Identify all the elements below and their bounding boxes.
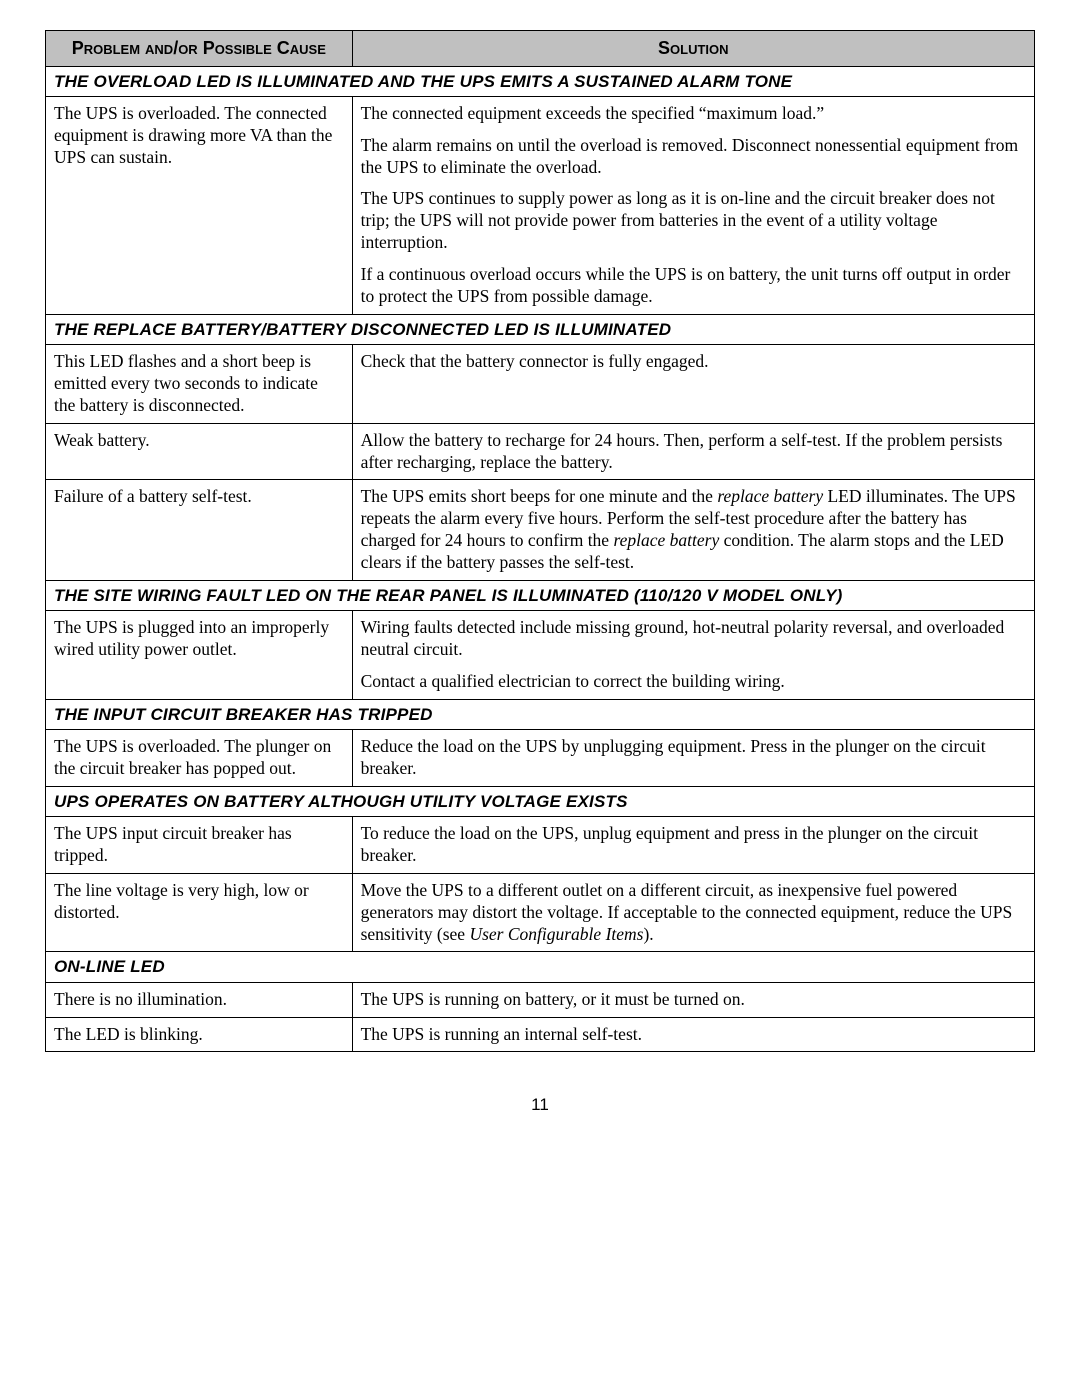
column-header-problem: Problem and/or Possible Cause: [46, 31, 353, 67]
table-row: The UPS is overloaded. The connected equ…: [46, 96, 1035, 314]
table-row: The LED is blinking.The UPS is running a…: [46, 1017, 1035, 1052]
table-row: This LED flashes and a short beep is emi…: [46, 345, 1035, 424]
problem-cell: There is no illumination.: [46, 982, 353, 1017]
page-number: 11: [45, 1094, 1035, 1115]
problem-cell: The UPS is overloaded. The plunger on th…: [46, 730, 353, 787]
solution-cell: The connected equipment exceeds the spec…: [352, 96, 1034, 314]
section-header: ON-LINE LED: [46, 952, 1035, 982]
solution-cell: The UPS is running on battery, or it mus…: [352, 982, 1034, 1017]
section-header: THE REPLACE BATTERY/BATTERY DISCONNECTED…: [46, 314, 1035, 344]
section-header: THE INPUT CIRCUIT BREAKER HAS TRIPPED: [46, 699, 1035, 729]
problem-cell: The UPS is overloaded. The connected equ…: [46, 96, 353, 314]
problem-cell: Failure of a battery self-test.: [46, 480, 353, 581]
table-row: The UPS input circuit breaker has trippe…: [46, 817, 1035, 874]
table-row: Weak battery.Allow the battery to rechar…: [46, 423, 1035, 480]
problem-cell: Weak battery.: [46, 423, 353, 480]
column-header-solution: Solution: [352, 31, 1034, 67]
table-row: Failure of a battery self-test.The UPS e…: [46, 480, 1035, 581]
solution-cell: Reduce the load on the UPS by unplugging…: [352, 730, 1034, 787]
troubleshooting-table: Problem and/or Possible Cause Solution T…: [45, 30, 1035, 1052]
table-row: The UPS is plugged into an improperly wi…: [46, 611, 1035, 700]
solution-cell: Check that the battery connector is full…: [352, 345, 1034, 424]
solution-cell: Allow the battery to recharge for 24 hou…: [352, 423, 1034, 480]
solution-cell: The UPS is running an internal self-test…: [352, 1017, 1034, 1052]
section-header: THE OVERLOAD LED IS ILLUMINATED AND THE …: [46, 66, 1035, 96]
problem-cell: The LED is blinking.: [46, 1017, 353, 1052]
problem-cell: This LED flashes and a short beep is emi…: [46, 345, 353, 424]
problem-cell: The UPS input circuit breaker has trippe…: [46, 817, 353, 874]
section-header: UPS OPERATES ON BATTERY ALTHOUGH UTILITY…: [46, 786, 1035, 816]
table-row: There is no illumination.The UPS is runn…: [46, 982, 1035, 1017]
solution-cell: The UPS emits short beeps for one minute…: [352, 480, 1034, 581]
section-header: THE SITE WIRING FAULT LED ON THE REAR PA…: [46, 580, 1035, 610]
solution-cell: Move the UPS to a different outlet on a …: [352, 873, 1034, 952]
table-row: The line voltage is very high, low or di…: [46, 873, 1035, 952]
solution-cell: To reduce the load on the UPS, unplug eq…: [352, 817, 1034, 874]
solution-cell: Wiring faults detected include missing g…: [352, 611, 1034, 700]
table-row: The UPS is overloaded. The plunger on th…: [46, 730, 1035, 787]
problem-cell: The UPS is plugged into an improperly wi…: [46, 611, 353, 700]
problem-cell: The line voltage is very high, low or di…: [46, 873, 353, 952]
